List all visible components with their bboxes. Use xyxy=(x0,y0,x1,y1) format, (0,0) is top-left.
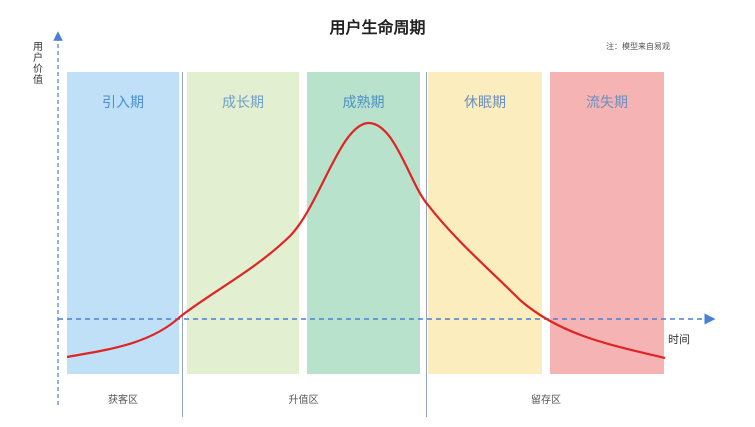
stage-label-mature: 成熟期 xyxy=(342,95,385,111)
stage-label-intro: 引入期 xyxy=(102,95,144,111)
chart-title: 用户生命周期 xyxy=(329,18,426,37)
zone-divider-left xyxy=(182,72,183,417)
stage-band-growth xyxy=(187,72,299,374)
stage-label-growth: 成长期 xyxy=(222,95,264,111)
stage-label-dormant: 休眠期 xyxy=(464,95,506,111)
value-curve xyxy=(66,121,666,360)
stage-band-churn xyxy=(550,72,664,374)
x-axis-label: 时间 xyxy=(668,333,690,346)
stage-label-churn: 流失期 xyxy=(586,95,628,111)
zone-divider-right xyxy=(426,72,427,417)
y-axis-label: 用户价值 xyxy=(33,42,43,86)
source-note: 注：模型来自易观 xyxy=(606,42,670,51)
zone-label-acquisition: 获客区 xyxy=(108,395,138,406)
stage-band-mature xyxy=(307,72,420,374)
stage-band-intro xyxy=(67,72,179,374)
zone-label-appreciation: 升值区 xyxy=(288,395,319,406)
zone-label-retention: 留存区 xyxy=(531,395,561,406)
stage-band-dormant xyxy=(428,72,542,374)
